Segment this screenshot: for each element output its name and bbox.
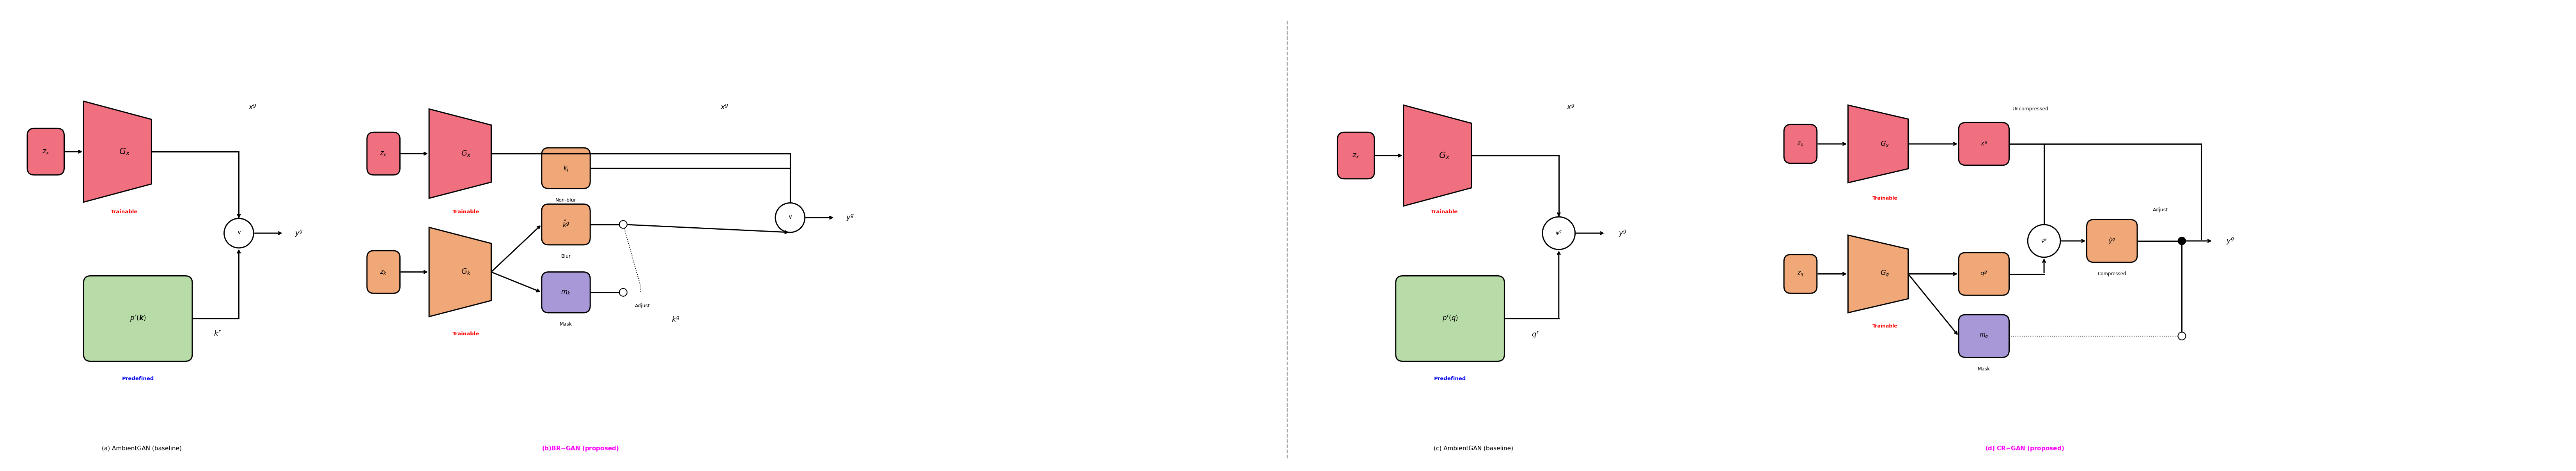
Ellipse shape [775, 203, 804, 232]
Text: $G_x$: $G_x$ [1437, 151, 1450, 160]
FancyBboxPatch shape [366, 132, 399, 175]
Ellipse shape [2027, 225, 2061, 257]
Text: $G_q$: $G_q$ [1880, 269, 1888, 278]
Text: Mask: Mask [1978, 366, 1991, 372]
FancyBboxPatch shape [1785, 254, 1816, 293]
Text: Trainable: Trainable [453, 209, 479, 214]
FancyBboxPatch shape [1337, 132, 1376, 179]
FancyBboxPatch shape [1958, 315, 2009, 357]
Text: $x^g$: $x^g$ [247, 104, 258, 111]
Ellipse shape [224, 219, 252, 248]
Text: $\bf{(b) BR\mathrm{-}GAN\ (proposed)}$: $\bf{(b) BR\mathrm{-}GAN\ (proposed)}$ [541, 445, 618, 452]
Text: $y^g$: $y^g$ [845, 213, 855, 222]
Text: Trainable: Trainable [453, 332, 479, 337]
Text: $q^r$: $q^r$ [1533, 331, 1540, 339]
Text: $k^r$: $k^r$ [214, 331, 222, 338]
Polygon shape [1847, 105, 1909, 183]
Text: $\vee$: $\vee$ [237, 229, 242, 236]
Text: $y^g$: $y^g$ [1618, 229, 1628, 237]
Circle shape [618, 220, 626, 228]
Text: Mask: Mask [559, 322, 572, 327]
FancyBboxPatch shape [366, 251, 399, 293]
Text: $p^r(q)$: $p^r(q)$ [1443, 314, 1458, 323]
Text: $x^g$: $x^g$ [721, 104, 729, 111]
Text: $z_x$: $z_x$ [381, 150, 386, 157]
Text: $z_q$: $z_q$ [1798, 270, 1803, 277]
Text: Non-blur: Non-blur [556, 198, 577, 203]
Text: Blur: Blur [562, 254, 572, 259]
Polygon shape [82, 101, 152, 202]
Text: Adjust: Adjust [636, 303, 649, 309]
Text: (a) AmbientGAN (baseline): (a) AmbientGAN (baseline) [103, 446, 183, 452]
Text: $\psi^g$: $\psi^g$ [1556, 230, 1561, 236]
FancyBboxPatch shape [2087, 219, 2138, 262]
Text: $G_x$: $G_x$ [118, 147, 129, 156]
Text: $x^g$: $x^g$ [1981, 141, 1989, 147]
Text: $q^g$: $q^g$ [1981, 270, 1989, 278]
Text: Trainable: Trainable [1873, 324, 1899, 329]
FancyBboxPatch shape [28, 129, 64, 175]
Text: $G_x$: $G_x$ [461, 149, 471, 158]
Text: $m_k$: $m_k$ [562, 289, 572, 296]
Text: $p^r(\boldsymbol{k})$: $p^r(\boldsymbol{k})$ [129, 314, 147, 323]
Text: $y^g$: $y^g$ [2226, 236, 2233, 245]
FancyBboxPatch shape [1396, 276, 1504, 361]
FancyBboxPatch shape [1958, 252, 2009, 295]
Text: $k_I$: $k_I$ [564, 164, 569, 172]
Polygon shape [1847, 235, 1909, 313]
FancyBboxPatch shape [541, 148, 590, 188]
FancyBboxPatch shape [1958, 122, 2009, 165]
Circle shape [2177, 332, 2187, 340]
Text: (c) AmbientGAN (baseline): (c) AmbientGAN (baseline) [1435, 446, 1512, 452]
Text: $m_q$: $m_q$ [1978, 333, 1989, 340]
Text: $z_x$: $z_x$ [1798, 141, 1803, 147]
FancyBboxPatch shape [82, 276, 193, 361]
Text: $\hat{y}^g$: $\hat{y}^g$ [2110, 236, 2115, 245]
Circle shape [2177, 237, 2187, 245]
Text: $z_x$: $z_x$ [41, 148, 49, 155]
Text: $\vee$: $\vee$ [788, 214, 793, 220]
Text: $\bf{(d)\ CR\mathrm{-}GAN\ (proposed)}$: $\bf{(d)\ CR\mathrm{-}GAN\ (proposed)}$ [1986, 445, 2063, 452]
Text: Trainable: Trainable [1873, 196, 1899, 201]
Text: Compressed: Compressed [2097, 271, 2125, 276]
Text: $G_k$: $G_k$ [461, 268, 471, 276]
Text: $G_x$: $G_x$ [1880, 140, 1888, 148]
Text: Predefined: Predefined [1435, 376, 1466, 381]
Text: $\hat{k}^g$: $\hat{k}^g$ [562, 219, 569, 229]
Text: $z_x$: $z_x$ [1352, 152, 1360, 159]
Text: $\psi^g$: $\psi^g$ [2040, 237, 2048, 244]
Ellipse shape [1543, 217, 1574, 250]
Circle shape [618, 288, 626, 296]
FancyBboxPatch shape [1785, 124, 1816, 163]
Text: Trainable: Trainable [1430, 209, 1458, 214]
Polygon shape [1404, 105, 1471, 206]
Text: Uncompressed: Uncompressed [2012, 106, 2048, 112]
Text: $x^g$: $x^g$ [1566, 104, 1574, 111]
Text: Predefined: Predefined [121, 376, 155, 381]
FancyBboxPatch shape [541, 204, 590, 245]
Text: Trainable: Trainable [111, 209, 139, 214]
Polygon shape [430, 109, 492, 198]
Text: Adjust: Adjust [2154, 207, 2169, 212]
Text: $z_k$: $z_k$ [381, 268, 386, 276]
Text: $k^g$: $k^g$ [672, 316, 680, 323]
FancyBboxPatch shape [541, 272, 590, 313]
Text: $y^g$: $y^g$ [294, 229, 304, 237]
Polygon shape [430, 227, 492, 317]
